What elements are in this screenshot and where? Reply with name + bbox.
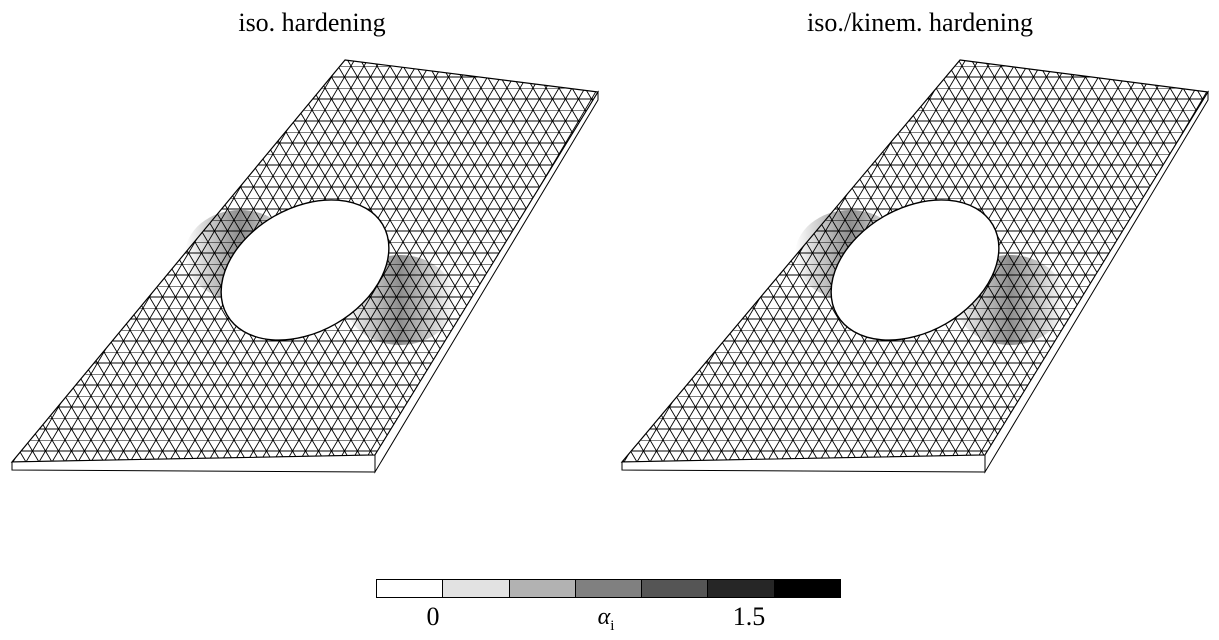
colorbar-swatch-4 xyxy=(642,580,709,597)
colorbar-swatch-0 xyxy=(377,580,444,597)
colorbar-swatch-5 xyxy=(708,580,775,597)
colorbar xyxy=(376,579,841,598)
colorbar-max-label: 1.5 xyxy=(732,602,766,631)
right-specimen-mesh xyxy=(620,59,1209,474)
right-panel-title: iso./kinem. hardening xyxy=(806,8,1034,37)
colorbar-symbol: αi xyxy=(598,603,615,640)
left-hole xyxy=(220,199,390,341)
colorbar-min-label: 0 xyxy=(426,602,440,631)
colorbar-symbol-subscript: i xyxy=(610,617,615,634)
colorbar-swatch-3 xyxy=(575,580,643,597)
left-specimen-mesh xyxy=(10,59,599,474)
colorbar-swatch-1 xyxy=(443,580,510,597)
left-panel-title: iso. hardening xyxy=(238,8,386,37)
right-plate-end-face xyxy=(984,90,1209,474)
right-hole xyxy=(830,199,1000,341)
colorbar-symbol-main: α xyxy=(597,604,611,630)
colorbar-swatch-6 xyxy=(774,580,840,597)
colorbar-swatch-2 xyxy=(509,580,576,597)
left-plate-end-face xyxy=(374,90,599,474)
